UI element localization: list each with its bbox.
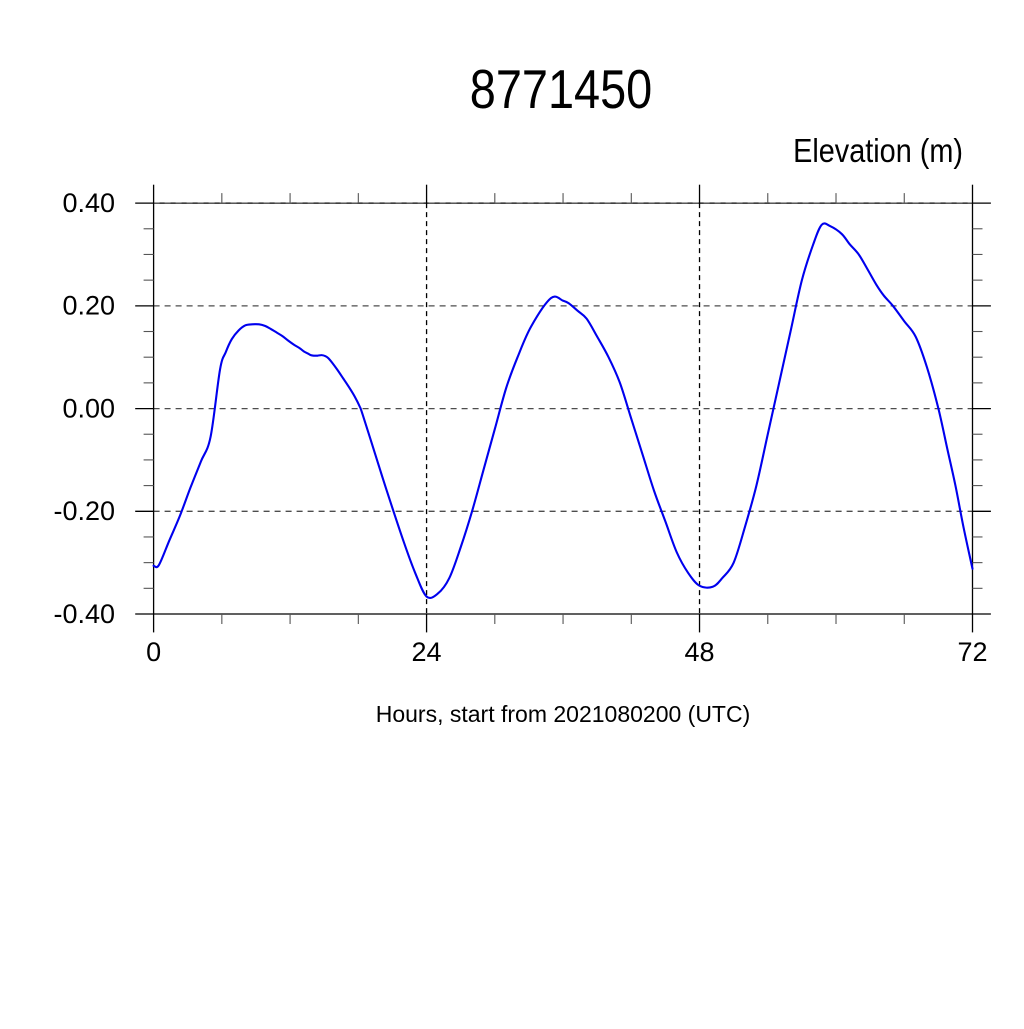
svg-text:72: 72 [957,637,987,667]
svg-text:-0.40: -0.40 [53,599,115,629]
svg-text:0.40: 0.40 [62,188,115,218]
svg-text:0.00: 0.00 [62,393,115,423]
svg-text:8771450: 8771450 [470,59,652,120]
svg-text:48: 48 [685,637,715,667]
svg-text:Hours, start from 2021080200 (: Hours, start from 2021080200 (UTC) [376,701,751,727]
svg-text:-0.20: -0.20 [53,496,115,526]
svg-text:0.20: 0.20 [62,291,115,321]
svg-text:0: 0 [146,637,161,667]
svg-text:24: 24 [412,637,442,667]
svg-text:Elevation (m): Elevation (m) [793,132,963,169]
